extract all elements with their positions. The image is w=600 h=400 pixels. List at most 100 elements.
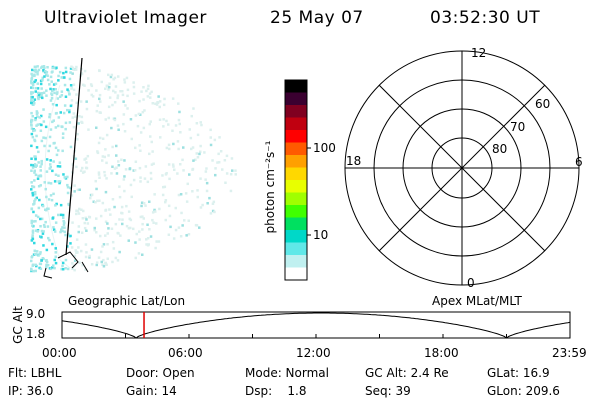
uv-pixel — [79, 100, 83, 103]
uv-pixel — [46, 78, 50, 82]
uv-pixel — [129, 118, 133, 121]
uv-pixel — [69, 67, 73, 70]
uv-pixel — [141, 215, 144, 218]
uv-pixel — [53, 91, 56, 95]
uv-pixel — [30, 72, 33, 76]
uv-pixel — [62, 223, 66, 226]
colorbar-segment — [285, 142, 307, 156]
uv-pixel — [209, 143, 213, 147]
uv-pixel — [43, 75, 46, 78]
uv-pixel — [213, 138, 217, 142]
uv-pixel — [139, 180, 142, 183]
uv-pixel — [41, 76, 44, 80]
uv-pixel — [81, 166, 84, 170]
uv-pixel — [38, 93, 41, 97]
uv-pixel — [32, 103, 35, 106]
uv-pixel — [51, 66, 54, 70]
uv-pixel — [151, 150, 154, 153]
uv-pixel — [116, 124, 120, 127]
uv-pixel — [229, 189, 233, 193]
uv-pixel — [31, 263, 35, 266]
colorbar-segment — [285, 267, 307, 281]
uv-pixel — [142, 126, 146, 130]
uv-pixel — [34, 214, 38, 217]
uv-pixel — [54, 173, 58, 176]
uv-pixel — [84, 157, 88, 160]
polar-grid — [344, 50, 580, 286]
uv-pixel — [62, 71, 65, 75]
uv-pixel — [66, 175, 69, 179]
uv-pixel — [111, 198, 115, 201]
uv-pixel — [42, 257, 45, 261]
uv-pixel — [66, 108, 69, 112]
uv-pixel — [52, 160, 55, 163]
uv-pixel — [64, 233, 67, 237]
uv-pixel — [87, 128, 90, 131]
uv-pixel — [164, 218, 167, 222]
lat-label-60: 60 — [535, 97, 551, 111]
uv-pixel — [111, 145, 114, 149]
colorbar-segment — [285, 105, 307, 118]
lat-label-80: 80 — [492, 142, 508, 156]
uv-pixel — [153, 208, 156, 212]
uv-pixel — [84, 243, 88, 246]
uv-pixel — [45, 259, 48, 262]
uv-pixel — [162, 103, 166, 107]
uv-pixel — [34, 220, 37, 223]
uv-pixel — [31, 231, 35, 234]
uv-pixel — [115, 166, 118, 169]
uv-pixel — [195, 122, 199, 125]
uv-pixel — [64, 70, 68, 74]
uv-pixel — [107, 154, 110, 157]
uv-pixel — [54, 82, 58, 86]
uv-pixel — [75, 93, 78, 96]
uv-pixel — [33, 191, 37, 194]
uv-pixel — [57, 124, 60, 128]
uv-pixel — [121, 93, 125, 97]
uv-pixel — [50, 198, 54, 202]
colorbar-tick-label-10: 10 — [313, 228, 329, 242]
uv-pixel — [38, 123, 42, 126]
uv-pixel — [104, 220, 108, 223]
uv-pixel — [139, 113, 142, 116]
uv-pixel — [71, 66, 75, 70]
uv-pixel — [199, 150, 202, 153]
uv-pixel — [211, 159, 214, 162]
colorbar-segment — [285, 130, 307, 143]
uv-pixel — [171, 163, 175, 166]
uv-pixel — [141, 228, 144, 231]
uv-pixel — [33, 199, 36, 203]
uv-pixel — [121, 90, 124, 93]
info-door: Door: Open — [126, 366, 195, 380]
uv-pixel — [62, 216, 65, 219]
uv-pixel — [48, 135, 52, 139]
uv-pixel — [134, 241, 137, 244]
uv-pixel — [30, 144, 33, 148]
uv-pixel — [151, 102, 154, 105]
uv-pixel — [45, 71, 49, 74]
uv-pixel — [149, 235, 153, 238]
uv-pixel — [42, 136, 45, 139]
uv-pixel — [37, 68, 41, 72]
uv-pixel — [138, 99, 141, 103]
uv-pixel — [90, 193, 94, 196]
uv-pixel — [155, 103, 159, 106]
uv-pixel — [208, 196, 211, 200]
uv-pixel — [61, 125, 64, 129]
uv-pixel — [200, 123, 203, 127]
uv-pixel — [31, 191, 34, 195]
uv-pixel — [76, 209, 80, 213]
uv-pixel — [177, 226, 181, 229]
uv-pixel — [64, 127, 67, 131]
uv-pixel — [42, 108, 45, 111]
uv-pixel — [205, 189, 209, 193]
uv-pixel — [50, 80, 53, 83]
uv-pixel — [71, 267, 74, 270]
uv-pixel — [110, 126, 113, 130]
uv-pixel — [126, 88, 130, 92]
uv-pixel — [31, 255, 34, 258]
uv-pixel — [103, 155, 106, 159]
uv-pixel — [69, 186, 72, 190]
uv-pixel — [216, 161, 219, 164]
uv-pixel — [81, 264, 84, 267]
